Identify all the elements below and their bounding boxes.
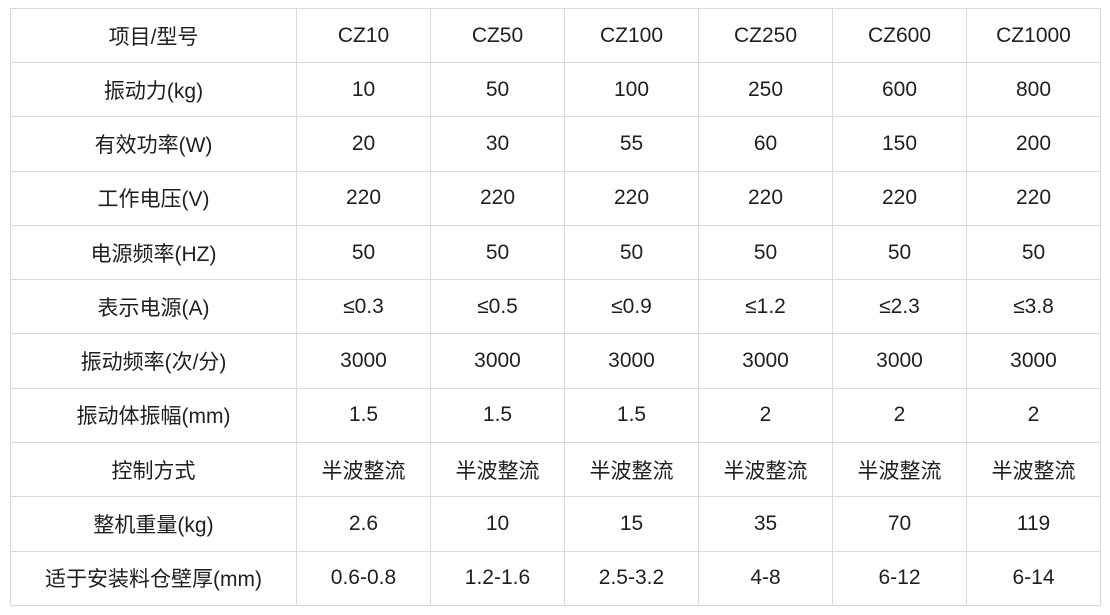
- table-row: 电源频率(HZ) 50 50 50 50 50 50: [10, 224, 1101, 281]
- data-cell: 3000: [832, 333, 967, 389]
- data-cell: 20: [296, 116, 431, 172]
- row-label-cell: 有效功率(W): [10, 116, 297, 172]
- data-cell: 1.5: [430, 387, 565, 444]
- column-header-cell: CZ600: [832, 8, 967, 63]
- data-cell: ≤0.9: [564, 279, 699, 335]
- row-label-cell: 表示电源(A): [10, 279, 297, 335]
- data-cell: 0.6-0.8: [296, 550, 431, 607]
- data-cell: 200: [966, 116, 1101, 172]
- data-cell: 6-12: [832, 550, 967, 607]
- row-label-cell: 振动体振幅(mm): [10, 387, 297, 444]
- data-cell: ≤0.3: [296, 279, 431, 335]
- column-header-cell: CZ1000: [966, 8, 1101, 63]
- data-cell: 60: [698, 116, 833, 172]
- table-row: 控制方式 半波整流 半波整流 半波整流 半波整流 半波整流 半波整流: [10, 442, 1101, 498]
- data-cell: 半波整流: [296, 442, 431, 498]
- data-cell: 4-8: [698, 550, 833, 607]
- data-cell: 100: [564, 61, 699, 118]
- data-cell: 半波整流: [832, 442, 967, 498]
- column-header-cell: CZ100: [564, 8, 699, 63]
- data-cell: 10: [430, 496, 565, 552]
- column-header-cell: CZ10: [296, 8, 431, 63]
- data-cell: 50: [296, 224, 431, 281]
- data-cell: 2.5-3.2: [564, 550, 699, 607]
- row-label-cell: 工作电压(V): [10, 170, 297, 226]
- row-label-cell: 电源频率(HZ): [10, 224, 297, 281]
- data-cell: 220: [966, 170, 1101, 226]
- data-cell: 3000: [564, 333, 699, 389]
- data-cell: 220: [698, 170, 833, 226]
- table-row: 整机重量(kg) 2.6 10 15 35 70 119: [10, 496, 1101, 552]
- table-row: 有效功率(W) 20 30 55 60 150 200: [10, 116, 1101, 172]
- data-cell: 2: [698, 387, 833, 444]
- data-cell: 55: [564, 116, 699, 172]
- data-cell: 半波整流: [698, 442, 833, 498]
- data-cell: 3000: [296, 333, 431, 389]
- data-cell: 50: [564, 224, 699, 281]
- data-cell: 70: [832, 496, 967, 552]
- data-cell: 3000: [966, 333, 1101, 389]
- data-cell: ≤2.3: [832, 279, 967, 335]
- data-cell: 220: [430, 170, 565, 226]
- data-cell: 50: [430, 61, 565, 118]
- table-row: 表示电源(A) ≤0.3 ≤0.5 ≤0.9 ≤1.2 ≤2.3 ≤3.8: [10, 279, 1101, 335]
- data-cell: ≤0.5: [430, 279, 565, 335]
- row-label-cell: 振动力(kg): [10, 61, 297, 118]
- data-cell: 半波整流: [564, 442, 699, 498]
- data-cell: 220: [296, 170, 431, 226]
- spec-table: 项目/型号 CZ10 CZ50 CZ100 CZ250 CZ600 CZ1000 振动力(k…: [10, 8, 1101, 607]
- data-cell: 119: [966, 496, 1101, 552]
- column-header-cell: CZ250: [698, 8, 833, 63]
- data-cell: 50: [966, 224, 1101, 281]
- spec-table-head: 项目/型号 CZ10 CZ50 CZ100 CZ250 CZ600 CZ1000: [10, 8, 1101, 63]
- corner-header-cell: 项目/型号: [10, 8, 297, 63]
- data-cell: 800: [966, 61, 1101, 118]
- row-label-cell: 控制方式: [10, 442, 297, 498]
- data-cell: 15: [564, 496, 699, 552]
- data-cell: 3000: [698, 333, 833, 389]
- data-cell: 10: [296, 61, 431, 118]
- row-label-cell: 适于安装料仓壁厚(mm): [10, 550, 297, 607]
- data-cell: 1.5: [564, 387, 699, 444]
- data-cell: 600: [832, 61, 967, 118]
- row-label-cell: 振动频率(次/分): [10, 333, 297, 389]
- data-cell: 220: [832, 170, 967, 226]
- spec-table-body: 振动力(kg) 10 50 100 250 600 800 有效功率(W) 20 30 55 60 15…: [10, 61, 1101, 607]
- data-cell: 2: [966, 387, 1101, 444]
- table-row: 振动频率(次/分) 3000 3000 3000 3000 3000 3000: [10, 333, 1101, 389]
- data-cell: 1.5: [296, 387, 431, 444]
- data-cell: 250: [698, 61, 833, 118]
- column-header-cell: CZ50: [430, 8, 565, 63]
- data-cell: 2.6: [296, 496, 431, 552]
- data-cell: 2: [832, 387, 967, 444]
- data-cell: 35: [698, 496, 833, 552]
- data-cell: 220: [564, 170, 699, 226]
- data-cell: 6-14: [966, 550, 1101, 607]
- data-cell: 半波整流: [966, 442, 1101, 498]
- data-cell: 半波整流: [430, 442, 565, 498]
- data-cell: 50: [698, 224, 833, 281]
- data-cell: ≤1.2: [698, 279, 833, 335]
- data-cell: 50: [430, 224, 565, 281]
- table-row: 振动体振幅(mm) 1.5 1.5 1.5 2 2 2: [10, 387, 1101, 444]
- data-cell: 30: [430, 116, 565, 172]
- data-cell: 1.2-1.6: [430, 550, 565, 607]
- row-label-cell: 整机重量(kg): [10, 496, 297, 552]
- header-row: 项目/型号 CZ10 CZ50 CZ100 CZ250 CZ600 CZ1000: [10, 8, 1101, 63]
- table-row: 适于安装料仓壁厚(mm) 0.6-0.8 1.2-1.6 2.5-3.2 4-8 6-12…: [10, 550, 1101, 607]
- table-row: 工作电压(V) 220 220 220 220 220 220: [10, 170, 1101, 226]
- data-cell: 150: [832, 116, 967, 172]
- table-row: 振动力(kg) 10 50 100 250 600 800: [10, 61, 1101, 118]
- data-cell: 50: [832, 224, 967, 281]
- data-cell: ≤3.8: [966, 279, 1101, 335]
- data-cell: 3000: [430, 333, 565, 389]
